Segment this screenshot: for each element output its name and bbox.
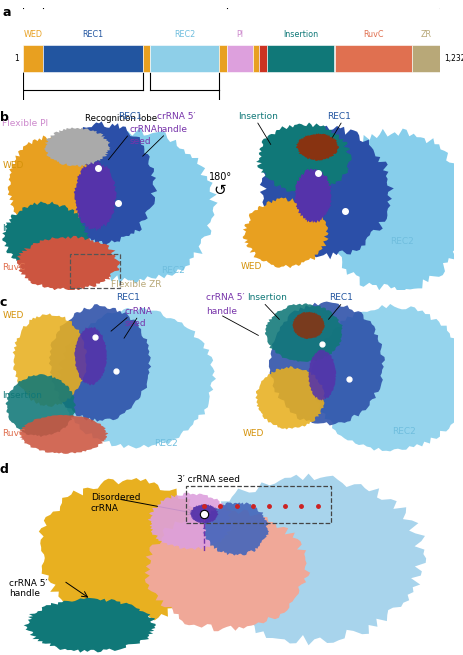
Polygon shape bbox=[8, 136, 93, 233]
Text: Insertion: Insertion bbox=[283, 30, 318, 39]
Text: a: a bbox=[2, 6, 11, 19]
Text: REC1: REC1 bbox=[329, 293, 353, 303]
Polygon shape bbox=[144, 507, 310, 631]
Text: REC1: REC1 bbox=[118, 112, 142, 121]
Polygon shape bbox=[56, 128, 218, 284]
Bar bbox=[23, 45, 43, 72]
Polygon shape bbox=[296, 133, 339, 161]
Polygon shape bbox=[39, 478, 217, 626]
Text: seed: seed bbox=[129, 137, 151, 146]
Polygon shape bbox=[256, 366, 325, 430]
Text: Recognition lobe: Recognition lobe bbox=[85, 114, 157, 123]
Text: crRNA 5′: crRNA 5′ bbox=[156, 112, 195, 121]
Polygon shape bbox=[13, 314, 87, 407]
Polygon shape bbox=[6, 374, 76, 437]
Text: Insertion: Insertion bbox=[247, 293, 287, 303]
Polygon shape bbox=[203, 502, 269, 555]
Text: REC2: REC2 bbox=[390, 238, 414, 246]
Bar bbox=[219, 45, 227, 72]
Polygon shape bbox=[2, 202, 88, 271]
Text: c: c bbox=[0, 295, 7, 309]
Polygon shape bbox=[17, 236, 120, 291]
Text: b: b bbox=[0, 111, 8, 124]
Text: REC2: REC2 bbox=[161, 266, 185, 274]
Bar bbox=[227, 45, 253, 72]
Polygon shape bbox=[294, 169, 332, 223]
Bar bbox=[413, 45, 440, 72]
Text: crRNA: crRNA bbox=[129, 125, 157, 134]
Bar bbox=[70, 254, 120, 288]
Text: WED: WED bbox=[24, 30, 43, 39]
Polygon shape bbox=[24, 598, 156, 652]
Polygon shape bbox=[260, 126, 394, 259]
Text: PI: PI bbox=[237, 30, 244, 39]
Text: Insertion: Insertion bbox=[238, 112, 278, 121]
Text: WED: WED bbox=[240, 262, 262, 271]
Text: WED: WED bbox=[2, 160, 24, 170]
Text: handle: handle bbox=[206, 307, 238, 316]
Polygon shape bbox=[49, 304, 151, 422]
Polygon shape bbox=[53, 121, 157, 248]
Text: Flexible PI: Flexible PI bbox=[2, 119, 49, 128]
Text: WED: WED bbox=[2, 310, 24, 320]
Text: RuvC: RuvC bbox=[363, 30, 383, 39]
Text: Insertion: Insertion bbox=[2, 391, 42, 400]
Text: seed: seed bbox=[125, 319, 146, 328]
Bar bbox=[259, 45, 267, 72]
Polygon shape bbox=[57, 308, 216, 449]
Polygon shape bbox=[269, 301, 385, 426]
Text: 1: 1 bbox=[14, 54, 19, 63]
Polygon shape bbox=[75, 327, 107, 385]
Text: crRNA 5′: crRNA 5′ bbox=[206, 293, 245, 303]
Polygon shape bbox=[265, 303, 343, 362]
Polygon shape bbox=[293, 312, 325, 339]
Polygon shape bbox=[44, 128, 111, 167]
Text: REC2: REC2 bbox=[154, 439, 178, 447]
Text: REC2: REC2 bbox=[174, 30, 195, 39]
Polygon shape bbox=[319, 128, 463, 293]
Text: crRNA 5′
handle: crRNA 5′ handle bbox=[9, 579, 48, 598]
Polygon shape bbox=[256, 122, 351, 193]
Text: RuvC: RuvC bbox=[2, 263, 25, 272]
Text: 3′ crRNA seed: 3′ crRNA seed bbox=[177, 475, 240, 484]
Text: crRNA: crRNA bbox=[125, 307, 153, 316]
Bar bbox=[150, 45, 219, 72]
Text: Disordered
crRNA: Disordered crRNA bbox=[91, 493, 140, 513]
Polygon shape bbox=[308, 349, 336, 401]
Text: REC1: REC1 bbox=[327, 112, 350, 121]
Polygon shape bbox=[190, 474, 426, 645]
Polygon shape bbox=[148, 493, 233, 550]
Text: REC2: REC2 bbox=[393, 427, 416, 436]
Text: ZR: ZR bbox=[421, 30, 432, 39]
Polygon shape bbox=[190, 504, 219, 523]
Polygon shape bbox=[19, 415, 108, 454]
Bar bbox=[335, 45, 412, 72]
Bar bbox=[44, 45, 143, 72]
Bar bbox=[267, 45, 334, 72]
Polygon shape bbox=[312, 304, 463, 451]
Polygon shape bbox=[243, 198, 329, 268]
Bar bbox=[253, 45, 259, 72]
Text: Flexible ZR: Flexible ZR bbox=[111, 280, 162, 288]
Text: Insertion: Insertion bbox=[2, 225, 42, 233]
Text: 180°: 180° bbox=[208, 172, 232, 182]
Text: WED: WED bbox=[243, 429, 264, 438]
Text: ↺: ↺ bbox=[214, 183, 226, 198]
Bar bbox=[186, 486, 331, 523]
Polygon shape bbox=[74, 160, 117, 231]
Text: handle: handle bbox=[156, 125, 188, 134]
Text: REC1: REC1 bbox=[116, 293, 139, 303]
Text: 1,232: 1,232 bbox=[444, 54, 463, 63]
Bar bbox=[144, 45, 150, 72]
Text: RuvC: RuvC bbox=[2, 429, 25, 438]
Text: REC1: REC1 bbox=[83, 30, 104, 39]
Text: d: d bbox=[0, 462, 8, 476]
